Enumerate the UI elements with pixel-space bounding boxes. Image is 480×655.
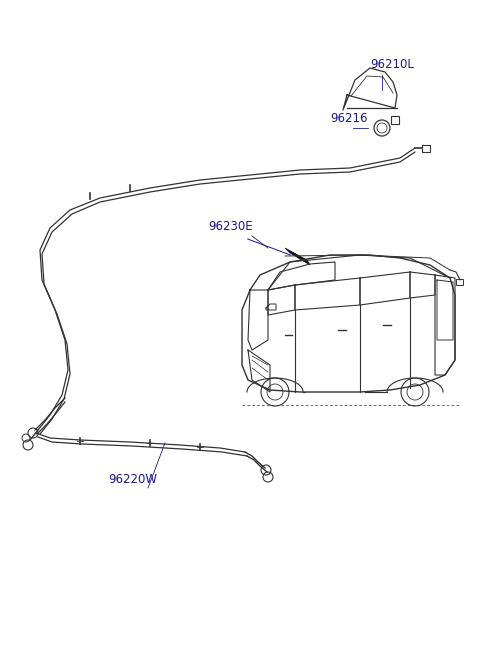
Bar bbox=[391, 116, 399, 124]
Text: 96216: 96216 bbox=[330, 112, 368, 125]
Bar bbox=[456, 279, 463, 285]
Text: 96220W: 96220W bbox=[108, 473, 157, 486]
Text: 96230E: 96230E bbox=[208, 220, 252, 233]
Bar bbox=[422, 145, 430, 152]
Polygon shape bbox=[285, 248, 310, 265]
Text: 96210L: 96210L bbox=[370, 58, 414, 71]
